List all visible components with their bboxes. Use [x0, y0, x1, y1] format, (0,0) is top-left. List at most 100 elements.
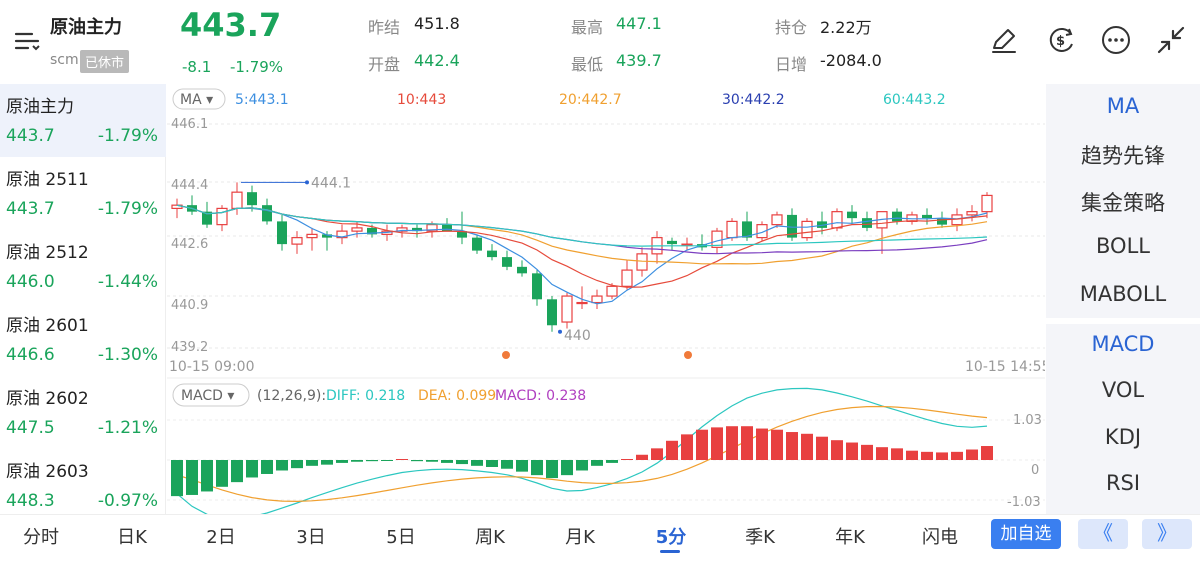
contract-item-main[interactable]: 原油主力 443.7 -1.79% — [0, 84, 166, 157]
prev-button[interactable]: 《 — [1078, 519, 1128, 549]
indicator-vol[interactable]: VOL — [1101, 378, 1145, 402]
contract-item-2511[interactable]: 原油 2511 443.7 -1.79% — [0, 157, 166, 230]
candle-body — [981, 194, 993, 213]
ma-value-1: 10:443 — [397, 92, 446, 108]
tab-5min[interactable]: 5分 — [655, 527, 687, 548]
macd-selector[interactable] — [172, 383, 250, 407]
macd-bar — [246, 460, 258, 478]
macd-bar — [681, 434, 693, 460]
currency-icon[interactable]: $ — [1045, 24, 1077, 56]
candle-body — [576, 301, 588, 305]
ma5-line — [176, 204, 988, 305]
indicator-ma[interactable]: MA — [1106, 94, 1140, 118]
candle-body — [472, 237, 482, 251]
macd-bar — [801, 433, 813, 460]
open-value: 442.4 — [414, 51, 460, 70]
tab-quarterly[interactable]: 季K — [745, 527, 775, 548]
ma-value-2: 20:442.7 — [559, 92, 622, 108]
draw-icon[interactable] — [988, 24, 1020, 56]
candle-body — [442, 224, 452, 232]
macd-bar — [306, 460, 318, 466]
contract-price: 448.3 — [6, 491, 55, 511]
indicator-boll[interactable]: BOLL — [1096, 234, 1150, 258]
macd-bar — [546, 460, 558, 479]
symbol-name: 原油主力 — [50, 17, 122, 38]
tab-monthly[interactable]: 月K — [565, 527, 595, 548]
add-watchlist-button[interactable]: 加自选 — [991, 519, 1061, 549]
contract-item-2512[interactable]: 原油 2512 446.0 -1.44% — [0, 230, 166, 303]
time-axis-end: 10-15 14:55 — [965, 359, 1045, 375]
tab-flash[interactable]: 闪电 — [922, 527, 958, 548]
macd-bar — [366, 460, 378, 462]
macd-bar — [636, 454, 648, 460]
macd-bar — [966, 449, 978, 460]
indicator-rsi[interactable]: RSI — [1105, 471, 1141, 495]
macd-bar — [666, 440, 678, 460]
macd-selector-label: MACD ▾ — [181, 388, 234, 404]
candle-body — [412, 227, 422, 232]
macd-bar — [276, 460, 288, 471]
contract-name: 原油 2511 — [6, 170, 89, 190]
macd-params: (12,26,9): — [257, 388, 326, 404]
more-icon[interactable] — [1100, 24, 1132, 56]
tab-5day[interactable]: 5日 — [386, 527, 416, 548]
high-marker-dot — [305, 180, 309, 185]
candle-body — [966, 211, 978, 216]
macd-bar — [906, 450, 918, 460]
contract-item-2601[interactable]: 原油 2601 446.6 -1.30% — [0, 303, 166, 376]
indicator-kdj[interactable]: KDJ — [1104, 425, 1142, 449]
macd-axis-zero: 0 — [1031, 463, 1039, 478]
contract-pct: -1.44% — [97, 272, 158, 292]
menu-icon[interactable] — [14, 28, 40, 54]
contract-price: 443.7 — [6, 199, 55, 219]
low-annotation: 440 — [564, 328, 591, 344]
tab-intraday[interactable]: 分时 — [23, 527, 59, 548]
macd-bar — [261, 460, 273, 474]
macd-bar — [411, 460, 423, 462]
candle-body — [322, 234, 332, 238]
candle-body — [847, 211, 857, 219]
daily-change-value: -2084.0 — [820, 51, 882, 70]
contract-list: 原油主力 443.7 -1.79% 原油 2511 443.7 -1.79% 原… — [0, 84, 166, 514]
open-interest-value: 2.22万 — [820, 18, 872, 37]
contract-pct: -1.30% — [97, 345, 158, 365]
candle-body — [561, 295, 573, 323]
contract-name: 原油 2602 — [6, 389, 89, 409]
kline-chart-area[interactable]: MA ▾ 5:443.1 10:443 20:442.7 30:442.2 60:443.… — [167, 84, 1045, 514]
collapse-icon[interactable] — [1155, 24, 1187, 56]
contract-item-2602[interactable]: 原油 2602 447.5 -1.21% — [0, 376, 166, 449]
price-axis-label-1: 444.4 — [171, 178, 208, 193]
indicator-trend[interactable]: 趋势先锋 — [1081, 144, 1165, 168]
indicator-maboll[interactable]: MABOLL — [1079, 282, 1167, 306]
contract-item-2603[interactable]: 原油 2603 448.3 -0.97% — [0, 449, 166, 522]
macd-bar — [846, 442, 858, 460]
macd-bar — [921, 451, 933, 460]
contract-name: 原油 2512 — [6, 243, 89, 263]
kline-chart-svg[interactable]: MA ▾ 5:443.1 10:443 20:442.7 30:442.2 60:443.… — [167, 84, 1045, 514]
tab-3day[interactable]: 3日 — [296, 527, 326, 548]
tab-daily[interactable]: 日K — [117, 527, 147, 548]
ma-selector[interactable] — [172, 88, 226, 110]
next-button[interactable]: 》 — [1142, 519, 1192, 549]
indicator-strategy[interactable]: 集金策略 — [1081, 191, 1165, 215]
indicator-macd[interactable]: MACD — [1091, 332, 1155, 356]
contract-price: 443.7 — [6, 126, 55, 146]
high-value: 447.1 — [616, 14, 662, 33]
tab-yearly[interactable]: 年K — [835, 527, 865, 548]
dea-line — [176, 405, 988, 503]
contract-name: 原油 2601 — [6, 316, 89, 336]
contract-pct: -1.79% — [97, 199, 158, 219]
candle-body — [532, 273, 542, 300]
tab-weekly[interactable]: 周K — [475, 527, 505, 548]
macd-axis-top: 1.03 — [1013, 413, 1042, 428]
tab-2day[interactable]: 2日 — [206, 527, 236, 548]
macd-bar — [531, 460, 543, 476]
macd-bar — [201, 460, 213, 492]
macd-bar — [396, 459, 408, 460]
candle-body — [892, 211, 902, 222]
macd-dea: DEA: 0.099 — [418, 388, 496, 404]
macd-axis-bottom: -1.03 — [1007, 495, 1041, 510]
candle-body — [247, 192, 257, 206]
macd-bar — [951, 451, 963, 460]
candle-body — [621, 269, 633, 287]
